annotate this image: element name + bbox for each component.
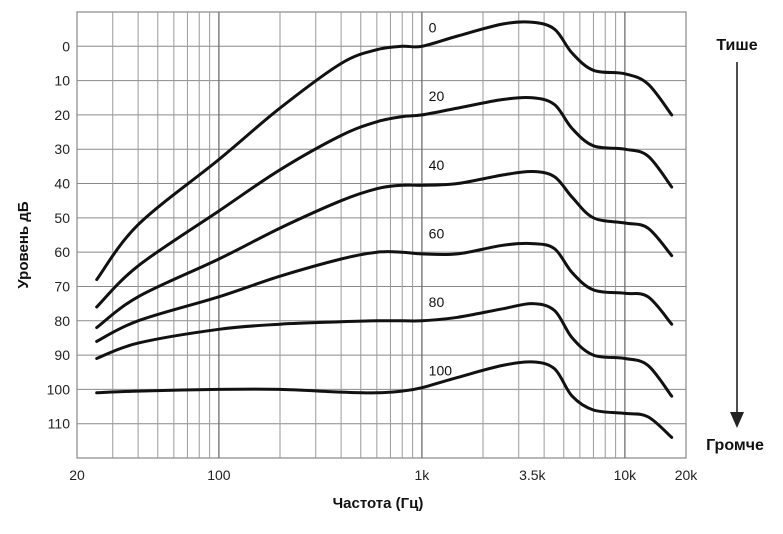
x-tick-label: 20	[69, 467, 85, 483]
x-tick-label: 1k	[414, 467, 430, 483]
series-layer	[95, 20, 674, 439]
y-tick-label: 20	[54, 107, 70, 123]
y-tick-label: 80	[54, 313, 70, 329]
y-tick-label: 30	[54, 141, 70, 157]
curve-label-60: 60	[429, 225, 445, 241]
series-line-20	[95, 95, 674, 309]
curve-label-40: 40	[429, 157, 445, 173]
y-tick-label: 90	[54, 347, 70, 363]
y-tick-label: 100	[47, 381, 71, 397]
y-tick-labels: 0 10 20 30 40 50 60 70 80 90 100 110	[47, 38, 71, 431]
y-tick-label: 70	[54, 278, 70, 294]
x-tick-label: 3.5k	[519, 467, 546, 483]
y-axis-title: Уровень дБ	[15, 201, 32, 288]
curve-label-100: 100	[429, 363, 453, 379]
y-tick-label: 60	[54, 244, 70, 260]
y-tick-label: 10	[54, 73, 70, 89]
y-tick-label: 0	[62, 38, 70, 54]
y-tick-label: 40	[54, 176, 70, 192]
curve-label-0: 0	[429, 20, 437, 36]
louder-label: Громче	[706, 437, 764, 454]
series-line-0	[95, 20, 674, 282]
series-line-100	[95, 360, 674, 439]
grid	[77, 12, 686, 458]
x-tick-labels: 20 100 1k 3.5k 10k 20k	[69, 467, 698, 483]
series-line-80	[95, 302, 674, 398]
x-axis-title: Частота (Гц)	[333, 495, 424, 512]
quieter-label: Тише	[716, 37, 757, 54]
series-line-40	[95, 169, 674, 330]
x-tick-label: 100	[207, 467, 231, 483]
series-line-60	[95, 241, 674, 343]
curve-label-20: 20	[429, 88, 445, 104]
curve-label-80: 80	[429, 294, 445, 310]
x-tick-label: 10k	[614, 467, 638, 483]
curve-labels: 0 20 40 60 80 100	[429, 20, 453, 379]
x-tick-label: 20k	[675, 467, 699, 483]
plot-area	[76, 11, 687, 459]
y-tick-label: 50	[54, 210, 70, 226]
y-tick-label: 110	[48, 416, 71, 432]
plot-frame	[76, 11, 687, 459]
loudness-arrow-head	[730, 412, 744, 428]
